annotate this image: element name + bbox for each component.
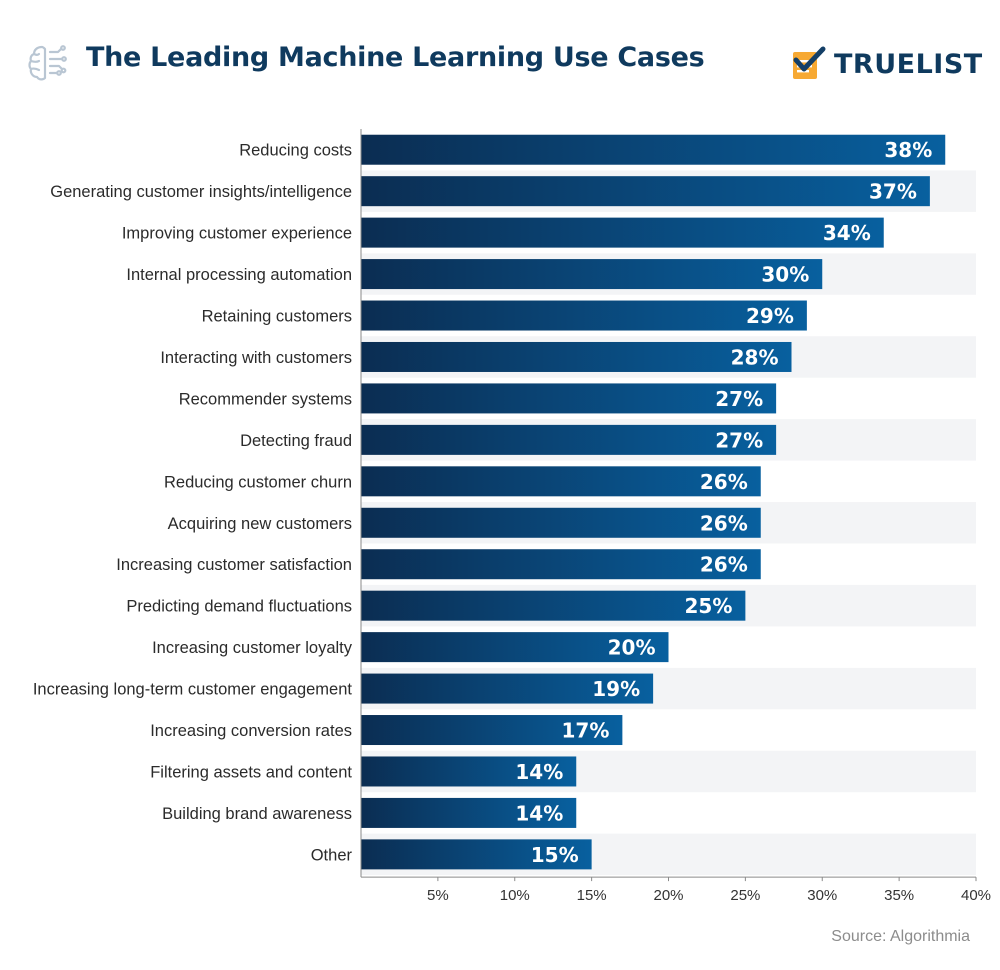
value-label: 17% <box>562 719 610 743</box>
chart-area: Reducing costs 38% Generating customer ins… <box>0 118 1000 908</box>
category-label: Reducing customer churn <box>164 473 352 491</box>
value-label: 14% <box>515 760 563 784</box>
value-label: 20% <box>608 636 656 660</box>
bar <box>361 839 592 870</box>
category-label: Detecting fraud <box>240 432 352 450</box>
value-label: 26% <box>700 470 748 494</box>
category-label: Increasing customer satisfaction <box>116 556 352 574</box>
bar <box>361 715 623 746</box>
bar <box>361 217 884 248</box>
value-label: 29% <box>746 304 794 328</box>
source-note: Source: Algorithmia <box>831 928 970 945</box>
x-tick-label: 25% <box>730 887 760 904</box>
category-label: Filtering assets and content <box>150 763 352 781</box>
bar <box>361 797 577 828</box>
bar <box>361 259 823 290</box>
value-label: 27% <box>715 387 763 411</box>
x-tick-label: 5% <box>427 887 449 904</box>
value-label: 26% <box>700 553 748 577</box>
value-label: 25% <box>685 594 733 618</box>
category-label: Recommender systems <box>179 390 352 408</box>
bar <box>361 300 807 331</box>
category-label: Increasing conversion rates <box>150 722 352 740</box>
chart-title: The Leading Machine Learning Use Cases <box>86 42 705 73</box>
bar <box>361 632 669 663</box>
bar <box>361 134 946 165</box>
bar <box>361 590 746 621</box>
brain-circuit-icon <box>28 45 67 81</box>
bar <box>361 383 777 414</box>
bar <box>361 507 761 538</box>
chart-header: The Leading Machine Learning Use Cases T… <box>0 0 1000 120</box>
x-tick-label: 40% <box>961 887 991 904</box>
category-label: Retaining customers <box>202 308 352 326</box>
bar <box>361 673 654 704</box>
category-label: Increasing long-term customer engagement <box>33 681 353 699</box>
x-tick-label: 10% <box>500 887 530 904</box>
bar <box>361 466 761 497</box>
category-label: Building brand awareness <box>162 805 352 823</box>
category-label: Acquiring new customers <box>168 515 352 533</box>
x-tick-label: 20% <box>653 887 683 904</box>
value-label: 38% <box>884 138 932 162</box>
truelist-logo: TRUELIST <box>790 45 983 83</box>
value-label: 27% <box>715 428 763 452</box>
bar <box>361 341 792 372</box>
category-label: Internal processing automation <box>126 266 352 284</box>
value-label: 14% <box>515 801 563 825</box>
category-label: Improving customer experience <box>122 225 352 243</box>
category-label: Increasing customer loyalty <box>152 639 353 657</box>
bar <box>361 549 761 580</box>
bar-chart: Reducing costs 38% Generating customer ins… <box>33 129 991 904</box>
value-label: 28% <box>731 345 779 369</box>
value-label: 30% <box>761 263 809 287</box>
category-label: Interacting with customers <box>160 349 352 367</box>
bar <box>361 176 930 207</box>
value-label: 26% <box>700 511 748 535</box>
category-label: Other <box>311 846 353 864</box>
category-label: Reducing costs <box>239 142 352 160</box>
category-label: Predicting demand fluctuations <box>126 598 352 616</box>
bar <box>361 424 777 455</box>
logo-wordmark: TRUELIST <box>834 48 983 80</box>
x-tick-label: 15% <box>577 887 607 904</box>
value-label: 15% <box>531 843 579 867</box>
x-tick-label: 30% <box>807 887 837 904</box>
bar <box>361 756 577 787</box>
value-label: 19% <box>592 677 640 701</box>
x-tick-label: 35% <box>884 887 914 904</box>
value-label: 34% <box>823 221 871 245</box>
checkmark-notepad-icon <box>793 46 826 79</box>
category-label: Generating customer insights/intelligenc… <box>50 183 352 201</box>
value-label: 37% <box>869 180 917 204</box>
